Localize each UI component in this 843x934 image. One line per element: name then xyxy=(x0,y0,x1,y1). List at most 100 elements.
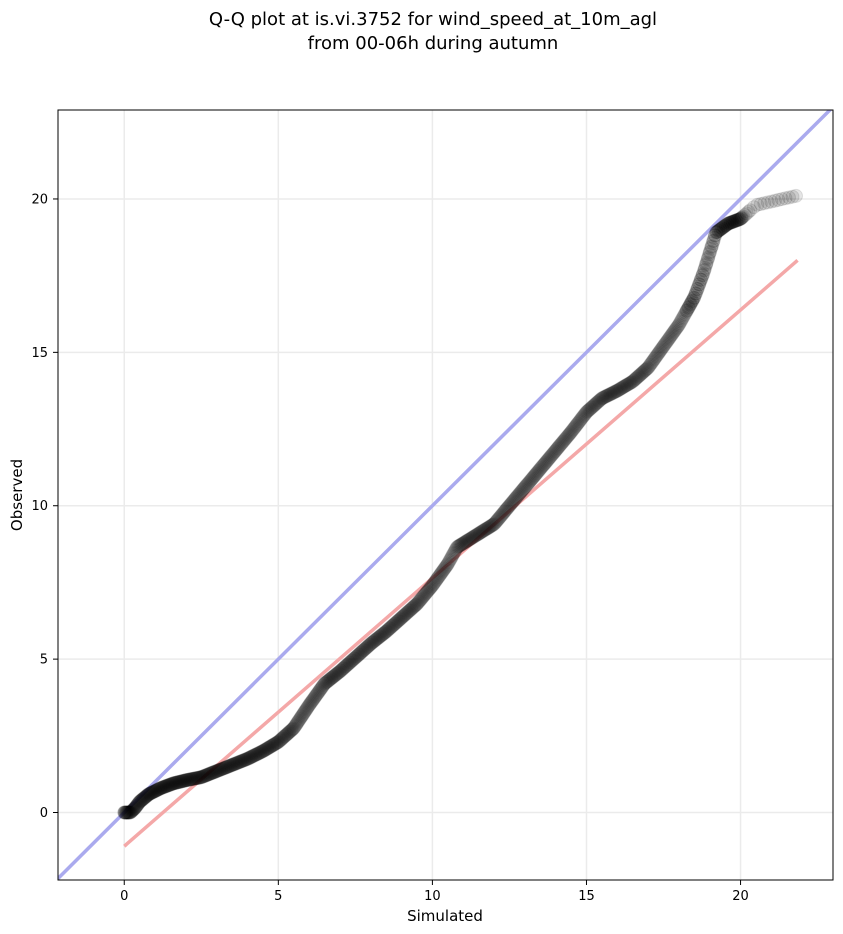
data-point xyxy=(685,294,700,309)
data-point xyxy=(200,767,215,782)
data-point xyxy=(506,493,521,508)
data-point xyxy=(565,423,580,438)
data-point xyxy=(572,414,586,429)
data-point xyxy=(470,527,485,542)
data-point xyxy=(152,781,167,796)
data-point xyxy=(481,520,496,535)
data-point xyxy=(571,416,586,430)
data-point xyxy=(698,258,713,273)
data-point xyxy=(730,212,745,227)
data-point xyxy=(724,215,739,230)
data-point xyxy=(425,578,440,593)
data-point xyxy=(248,747,263,762)
data-point xyxy=(328,668,343,682)
data-point xyxy=(227,757,242,771)
data-point xyxy=(623,375,638,390)
data-point xyxy=(490,512,505,527)
data-point xyxy=(669,321,684,336)
data-point xyxy=(667,323,682,338)
data-point xyxy=(524,472,539,487)
data-point xyxy=(440,556,455,571)
data-point xyxy=(390,614,404,629)
data-point xyxy=(337,660,352,675)
data-point xyxy=(177,773,192,788)
data-point xyxy=(436,563,451,578)
data-point xyxy=(662,331,676,346)
data-point xyxy=(226,757,241,772)
data-point xyxy=(543,449,558,464)
data-point xyxy=(324,671,338,686)
data-point xyxy=(222,758,237,773)
data-point xyxy=(384,619,399,634)
data-point xyxy=(597,390,612,405)
data-point xyxy=(504,496,519,511)
data-point xyxy=(174,774,188,789)
data-point xyxy=(679,304,694,319)
data-point xyxy=(128,800,143,815)
data-point xyxy=(448,542,463,557)
data-point xyxy=(237,753,252,768)
data-point xyxy=(140,787,155,802)
data-point xyxy=(723,215,738,230)
data-point xyxy=(126,802,141,817)
data-point xyxy=(700,252,715,267)
data-point xyxy=(626,374,641,388)
data-point xyxy=(583,401,598,416)
data-point xyxy=(734,211,749,226)
data-point xyxy=(255,744,270,759)
data-point xyxy=(231,755,246,770)
data-point xyxy=(627,372,642,387)
data-point xyxy=(387,616,402,631)
data-point xyxy=(532,463,547,478)
data-point xyxy=(303,696,318,711)
data-point xyxy=(736,209,751,224)
data-point xyxy=(727,214,742,229)
data-point xyxy=(595,391,610,405)
data-point xyxy=(244,749,259,764)
data-point xyxy=(651,346,666,361)
data-point xyxy=(420,585,434,599)
data-point xyxy=(492,511,507,525)
data-point xyxy=(615,380,630,395)
data-point xyxy=(437,561,452,576)
data-point xyxy=(335,661,350,676)
data-point xyxy=(596,390,611,405)
data-point xyxy=(771,192,786,207)
data-point xyxy=(502,498,517,513)
data-point xyxy=(552,439,567,453)
data-point xyxy=(668,322,683,337)
data-point xyxy=(566,422,581,437)
data-point xyxy=(153,781,168,796)
data-point xyxy=(731,212,745,227)
data-point xyxy=(531,464,546,479)
data-point xyxy=(210,763,225,778)
data-point xyxy=(264,738,279,753)
data-point xyxy=(537,457,552,472)
data-point xyxy=(295,708,310,722)
data-point xyxy=(136,791,151,806)
data-point xyxy=(682,299,697,314)
data-point xyxy=(246,749,260,764)
data-point xyxy=(155,780,170,795)
data-point xyxy=(230,755,245,770)
data-point xyxy=(309,688,324,703)
data-point xyxy=(449,541,464,556)
data-point xyxy=(130,797,145,812)
data-point xyxy=(677,308,691,323)
data-point xyxy=(467,529,482,544)
data-point xyxy=(429,573,444,588)
data-point xyxy=(630,370,645,385)
data-point xyxy=(646,353,661,368)
data-point xyxy=(239,752,254,767)
data-point xyxy=(580,403,595,418)
data-point xyxy=(746,200,761,215)
data-point xyxy=(453,538,468,552)
data-point xyxy=(156,780,171,795)
data-point xyxy=(468,528,483,543)
data-point xyxy=(414,591,429,606)
data-point xyxy=(406,600,421,615)
data-point xyxy=(127,801,142,816)
data-point xyxy=(482,519,497,534)
data-point xyxy=(764,194,779,209)
y-tick-label-1: 5 xyxy=(40,653,48,668)
